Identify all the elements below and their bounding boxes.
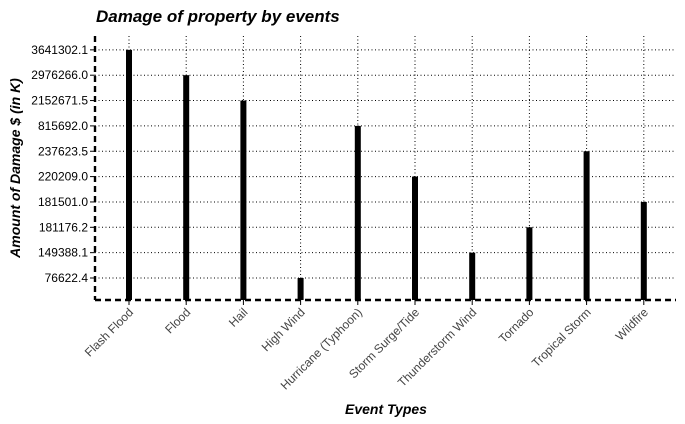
- bar: [354, 125, 361, 301]
- y-tick-label: 815692.0: [38, 119, 88, 133]
- y-tick-label: 2152671.5: [31, 94, 88, 108]
- y-axis-title: Amount of Damage $ (in K): [7, 78, 23, 259]
- bar: [412, 176, 418, 300]
- x-tick-label: Tropical Storm: [529, 305, 594, 370]
- bar: [183, 75, 190, 300]
- bar: [640, 201, 647, 300]
- grid: [95, 36, 676, 300]
- y-tick-label: 181501.0: [38, 195, 88, 209]
- y-tick-label: 2976266.0: [31, 68, 88, 82]
- x-tick-label: Flash Flood: [82, 305, 136, 359]
- y-tick-label: 181176.2: [39, 220, 88, 234]
- x-tick-label: Wildfire: [613, 305, 651, 343]
- x-axis-title: Event Types: [345, 401, 427, 417]
- bar: [297, 278, 304, 300]
- x-tick-label: Hail: [226, 305, 251, 330]
- bar: [240, 100, 247, 300]
- bars: [126, 49, 647, 301]
- x-tick-label: Flood: [162, 305, 193, 336]
- y-axis-ticks: 76622.4 149388.1 181176.2 181501.0 220209.0 2…: [31, 43, 95, 285]
- x-tick-label: High Wind: [259, 305, 308, 354]
- bar: [469, 252, 476, 300]
- chart-title: Damage of property by events: [96, 7, 340, 26]
- y-tick-label: 220209.0: [38, 170, 88, 184]
- y-tick-label: 237623.5: [38, 144, 88, 158]
- bar: [526, 227, 533, 300]
- y-tick-label: 76622.4: [45, 271, 89, 285]
- bar: [126, 49, 132, 300]
- x-tick-label: Tornado: [496, 305, 537, 346]
- y-tick-label: 149388.1: [38, 246, 88, 260]
- bar: [583, 151, 590, 300]
- y-tick-label: 3641302.1: [31, 43, 88, 57]
